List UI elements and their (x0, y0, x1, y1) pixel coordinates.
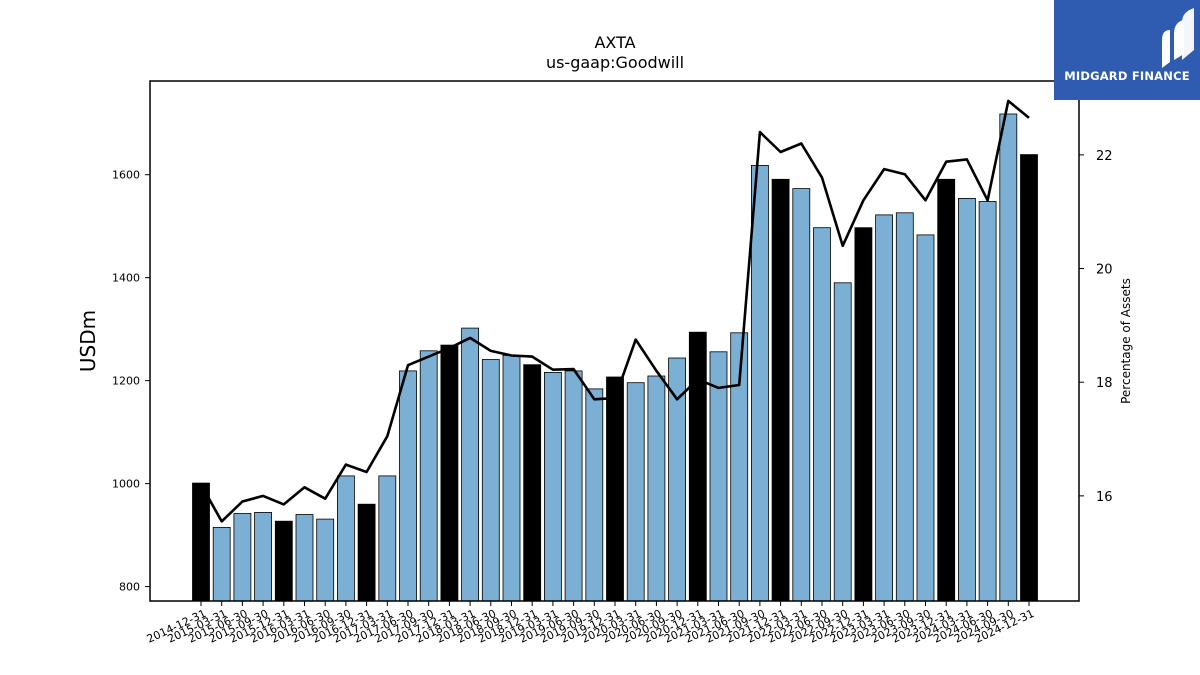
bar-2017-03-31 (378, 475, 397, 602)
bar-2023-09-30 (916, 234, 935, 602)
bar-2023-03-31 (875, 214, 893, 602)
bar-2022-09-30 (833, 282, 852, 602)
bar-2019-06-30 (564, 370, 583, 602)
line-series (199, 99, 1030, 523)
bar-2018-12-31 (523, 364, 542, 602)
bar-2014-12-31 (192, 482, 210, 602)
bar-2016-09-30 (336, 475, 355, 602)
bar-2017-12-31 (440, 344, 459, 602)
left-axis-ticks: 800 1000 1200 1400 1600 (112, 169, 150, 594)
bar-2024-06-30 (978, 201, 997, 602)
bar-2023-06-30 (895, 212, 914, 602)
x-axis-ticks: 2014-12-312015-03-312015-06-302015-09-30… (145, 601, 1036, 646)
bar-2016-06-30 (316, 518, 335, 602)
y-tick-label: 1600 (112, 169, 140, 182)
bar-2019-09-30 (585, 388, 604, 602)
bar-2021-09-30 (751, 164, 769, 602)
y-tick-label: 800 (119, 581, 140, 594)
y2-tick-label: 20 (1096, 263, 1113, 278)
logo-text: MIDGARD FINANCE (1064, 69, 1190, 83)
bar-2023-12-31 (937, 178, 956, 602)
bar-series (192, 113, 1038, 602)
bar-2015-09-30 (254, 512, 273, 602)
chart-title: AXTA (594, 33, 635, 52)
chart-subtitle: us-gaap:Goodwill (546, 53, 684, 72)
bar-2019-03-31 (544, 371, 562, 602)
bar-2022-12-31 (854, 227, 873, 602)
y2-axis-label: Percentage of Assets (1119, 278, 1133, 404)
bar-2022-03-31 (792, 188, 811, 602)
bar-2015-12-31 (274, 520, 293, 602)
y2-tick-label: 22 (1096, 149, 1113, 164)
bar-2020-06-30 (647, 375, 666, 602)
bar-2018-03-31 (461, 327, 480, 602)
brand-logo: MIDGARD FINANCE (1054, 0, 1200, 100)
bar-2016-03-31 (295, 514, 314, 602)
bar-2018-06-30 (481, 359, 500, 602)
bar-2015-06-30 (233, 513, 252, 602)
y-axis-label: USDm (76, 310, 100, 372)
y-tick-label: 1400 (112, 272, 140, 285)
right-axis-ticks: 16 18 20 22 (1079, 149, 1113, 505)
y-tick-label: 1000 (112, 478, 140, 491)
bar-2018-09-30 (502, 354, 521, 602)
bar-2015-03-31 (212, 527, 231, 602)
bar-2022-06-30 (813, 227, 831, 602)
bar-2020-12-31 (688, 331, 707, 602)
bar-2024-09-30 (999, 113, 1018, 602)
y2-tick-label: 18 (1096, 376, 1113, 391)
bar-2016-12-31 (357, 503, 376, 602)
logo-mark-icon (1162, 8, 1194, 68)
bar-2021-12-31 (771, 178, 790, 602)
bar-2020-03-31 (626, 382, 645, 602)
bar-2019-12-31 (606, 376, 624, 602)
y2-tick-label: 16 (1096, 490, 1113, 505)
bar-2017-06-30 (399, 370, 417, 602)
bar-2024-03-31 (958, 197, 976, 602)
y-tick-label: 1200 (112, 375, 140, 388)
bar-2017-09-30 (419, 350, 438, 602)
bar-2024-12-31 (1020, 154, 1038, 602)
percentage-line (199, 99, 1030, 523)
